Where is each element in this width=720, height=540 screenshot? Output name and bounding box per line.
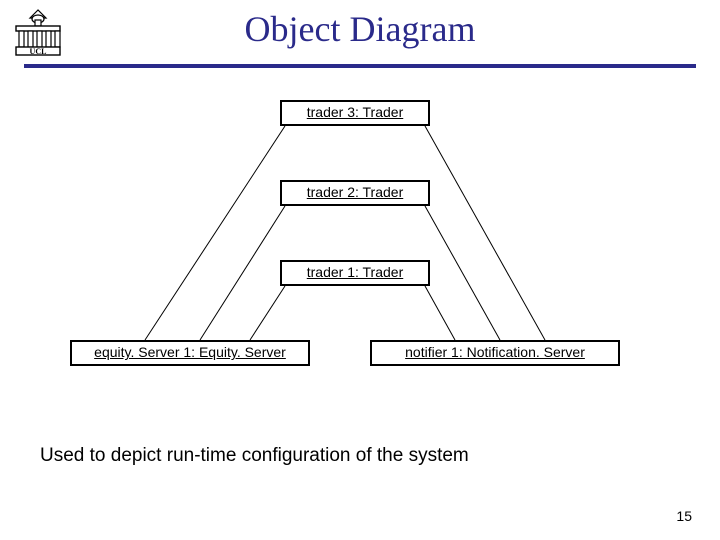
edge — [425, 206, 500, 340]
object-box-trader2: trader 2: Trader — [280, 180, 430, 206]
object-box-notifier: notifier 1: Notification. Server — [370, 340, 620, 366]
slide: UCL Object Diagram trader 3: Tradertrade… — [0, 0, 720, 540]
page-title: Object Diagram — [0, 8, 720, 50]
page-number: 15 — [676, 508, 692, 524]
object-box-trader3: trader 3: Trader — [280, 100, 430, 126]
title-rule — [24, 64, 696, 68]
object-box-equity: equity. Server 1: Equity. Server — [70, 340, 310, 366]
caption-text: Used to depict run-time configuration of… — [40, 445, 469, 467]
edge — [200, 206, 285, 340]
edge — [425, 286, 455, 340]
edge — [250, 286, 285, 340]
object-box-trader1: trader 1: Trader — [280, 260, 430, 286]
edge — [145, 126, 285, 340]
edge — [425, 126, 545, 340]
